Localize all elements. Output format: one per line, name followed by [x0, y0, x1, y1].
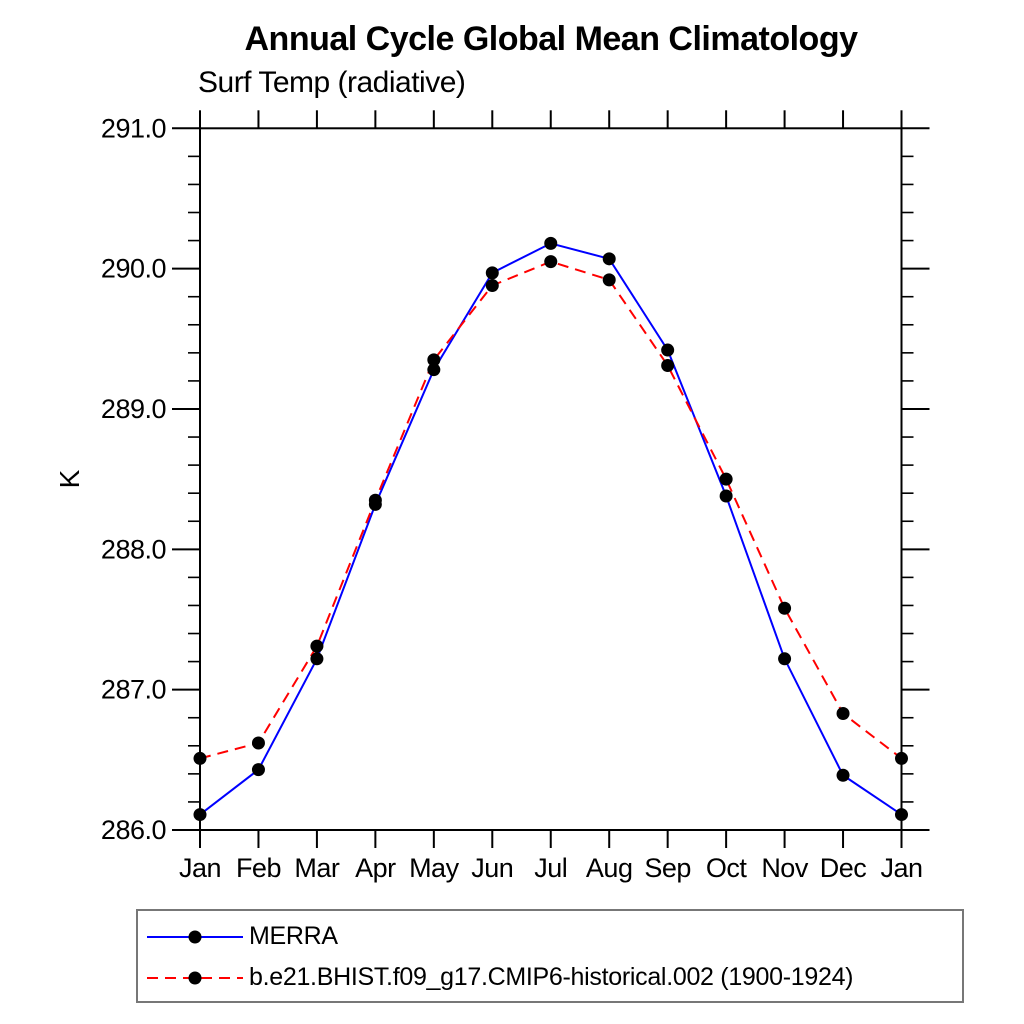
model-line-swatch-icon [147, 971, 243, 984]
legend-item-merra: MERRA [143, 916, 962, 957]
x-tick-label: Mar [294, 853, 340, 883]
data-point-marker-model [368, 493, 382, 507]
data-point-marker-model [485, 278, 499, 292]
data-point-marker-merra [427, 363, 441, 377]
chart-title: Annual Cycle Global Mean Climatology [244, 20, 859, 58]
legend-label-merra: MERRA [249, 922, 338, 950]
data-point-marker-merra [544, 236, 558, 250]
x-tick-label: Sep [644, 853, 691, 883]
x-tick-label: Jun [471, 853, 513, 883]
chart-subtitle: Surf Temp (radiative) [198, 66, 466, 99]
data-point-marker-model [778, 601, 792, 615]
data-point-marker-merra [719, 489, 733, 503]
x-tick-label: Aug [586, 853, 633, 883]
data-point-marker-merra [661, 343, 675, 357]
data-point-marker-model [836, 707, 850, 721]
y-tick-label: 287.0 [101, 675, 166, 705]
data-point-marker-model [719, 472, 733, 486]
data-point-marker-merra [310, 652, 324, 666]
data-point-marker-merra [836, 768, 850, 782]
x-tick-label: May [409, 853, 460, 883]
data-point-marker-model [251, 736, 265, 750]
plot-border [199, 127, 903, 832]
series-line-merra [199, 242, 903, 816]
data-point-marker-merra [895, 808, 908, 822]
data-point-marker-model [193, 751, 207, 765]
data-point-marker-merra [193, 808, 207, 822]
data-point-marker-merra [778, 652, 792, 666]
x-tick-label: Feb [236, 853, 281, 883]
merra-line-swatch-icon [147, 930, 243, 943]
x-tick-label: Jul [534, 853, 567, 883]
data-point-marker-model [895, 751, 908, 765]
legend-label-model: b.e21.BHIST.f09_g17.CMIP6-historical.002… [249, 963, 854, 991]
x-tick-label: Jan [179, 853, 221, 883]
legend: MERRA b.e21.BHIST.f09_g17.CMIP6-historic… [136, 909, 964, 1003]
data-point-marker-model [602, 273, 616, 287]
x-tick-label: Oct [706, 853, 748, 883]
x-tick-label: Dec [820, 853, 867, 883]
y-tick-label: 290.0 [101, 254, 166, 284]
legend-item-model: b.e21.BHIST.f09_g17.CMIP6-historical.002… [143, 957, 962, 998]
data-point-marker-model [661, 358, 675, 372]
data-point-marker-model [427, 353, 441, 367]
x-tick-label: Apr [355, 853, 396, 883]
data-point-marker-model [544, 255, 558, 269]
y-tick-label: 289.0 [101, 394, 166, 424]
x-tick-label: Jan [880, 853, 922, 883]
y-tick-label: 288.0 [101, 534, 166, 564]
legend-marker [188, 930, 202, 943]
data-point-marker-merra [251, 763, 265, 777]
x-tick-label: Nov [761, 853, 809, 883]
y-tick-label: 291.0 [101, 113, 166, 143]
data-point-marker-merra [485, 266, 499, 280]
legend-marker [188, 971, 202, 984]
data-point-marker-model [310, 639, 324, 653]
y-tick-label: 286.0 [101, 815, 166, 845]
data-point-marker-merra [602, 252, 616, 266]
